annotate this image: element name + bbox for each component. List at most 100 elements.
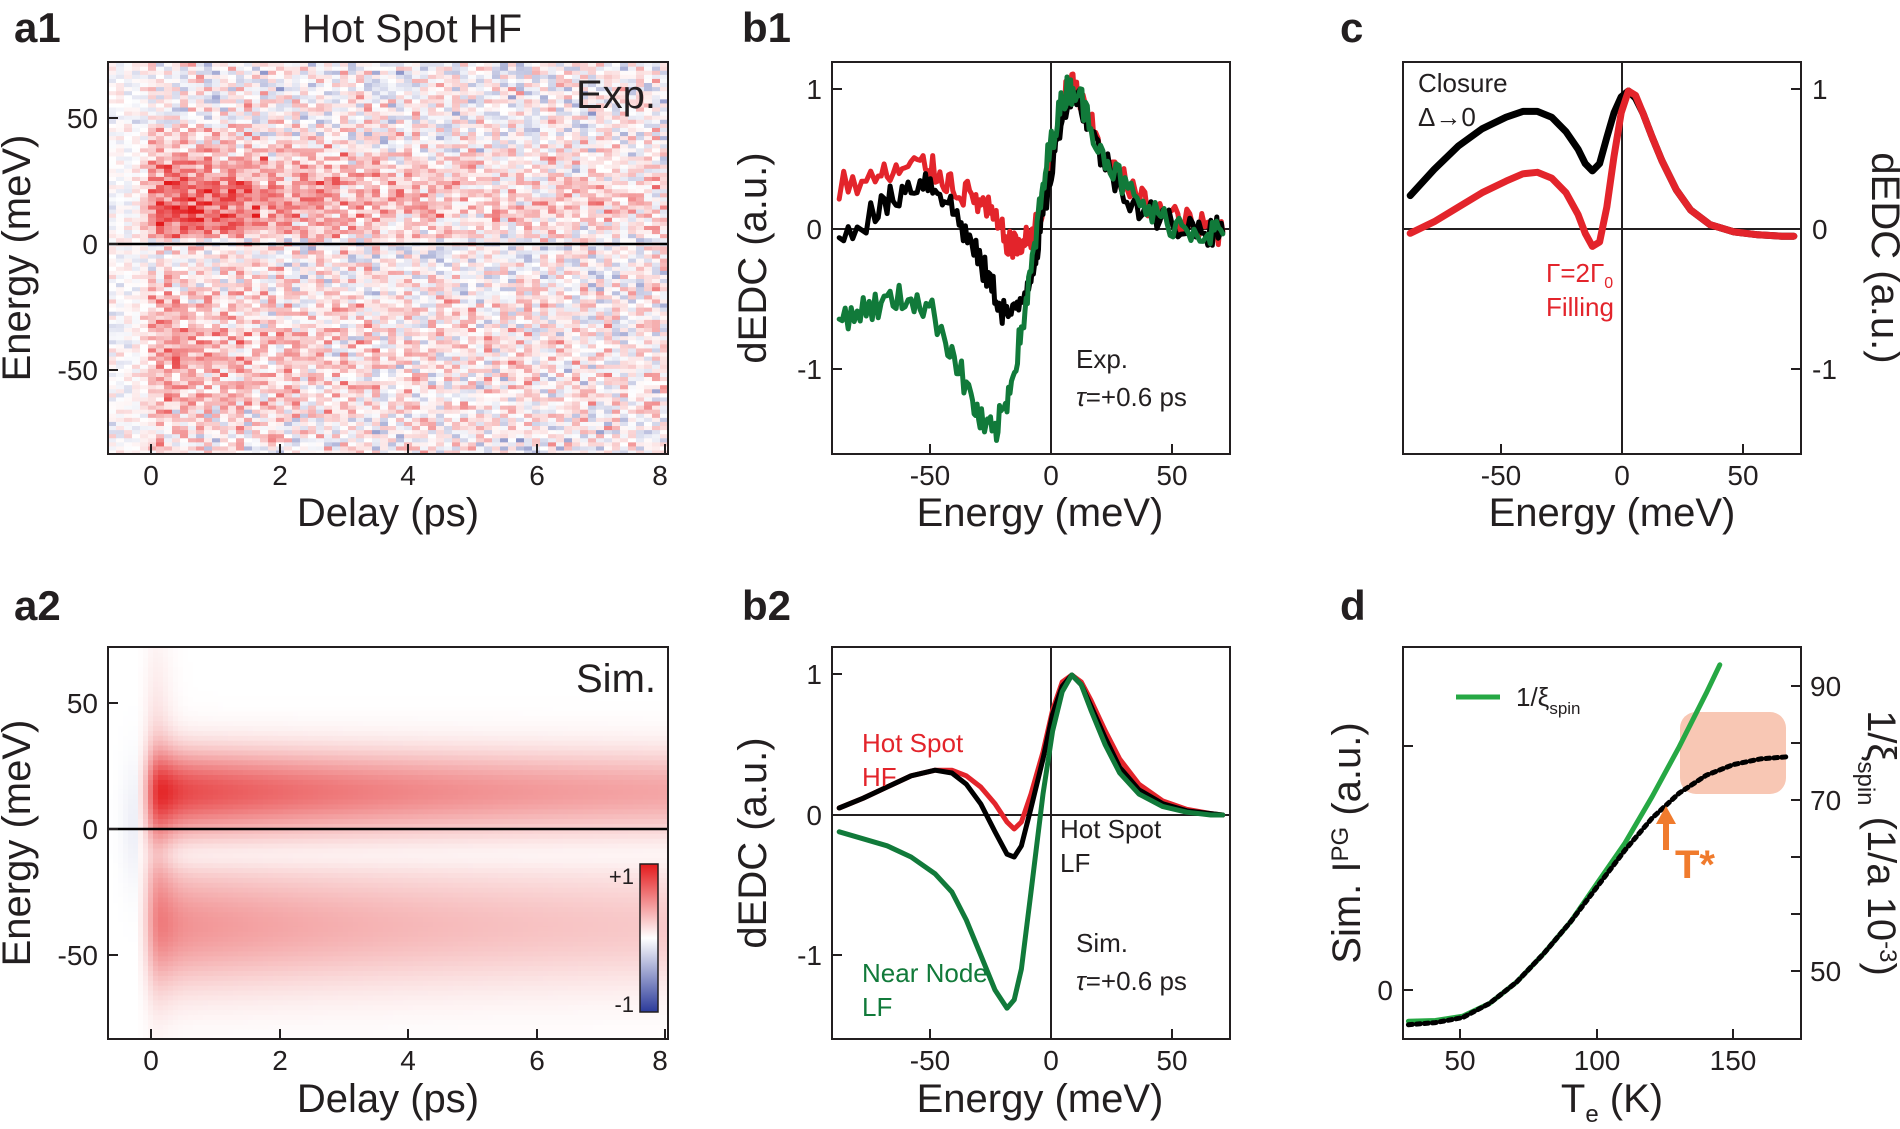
heatmap-cell — [476, 253, 485, 259]
heatmap-cell — [204, 298, 213, 304]
heatmap-cell — [316, 449, 325, 454]
heatmap-cell — [588, 302, 597, 308]
heatmap-cell — [652, 437, 661, 443]
heatmap-cell — [588, 196, 597, 202]
heatmap-cell — [652, 290, 661, 296]
heatmap-cell — [500, 200, 509, 206]
heatmap-cell — [364, 221, 373, 226]
heatmap-cell — [132, 262, 141, 267]
heatmap-cell — [652, 449, 661, 454]
heatmap-cell — [636, 343, 645, 349]
heatmap-cell — [348, 290, 357, 296]
heatmap-cell — [524, 372, 533, 378]
heatmap-cell — [460, 315, 469, 320]
heatmap-cell — [548, 245, 557, 251]
heatmap-cell — [412, 168, 421, 173]
heatmap-cell — [468, 343, 477, 349]
heatmap-cell — [524, 441, 533, 447]
heatmap-cell — [628, 417, 637, 422]
heatmap-cell — [620, 315, 629, 320]
heatmap-cell — [404, 302, 413, 308]
heatmap-cell — [268, 282, 277, 288]
heatmap-cell — [588, 449, 597, 454]
heatmap-cell — [452, 302, 461, 308]
heatmap-cell — [580, 384, 589, 390]
heatmap-cell — [644, 176, 653, 182]
heatmap-cell — [412, 441, 421, 447]
heatmap-cell — [324, 225, 333, 231]
heatmap-cell — [572, 376, 581, 382]
heatmap-cell — [156, 380, 165, 386]
heatmap-cell — [396, 168, 405, 173]
heatmap-cell — [540, 172, 549, 177]
heatmap-cell — [604, 347, 613, 353]
heatmap-cell — [204, 229, 213, 235]
heatmap-cell — [452, 421, 461, 427]
heatmap-cell — [476, 274, 485, 280]
heatmap-cell — [436, 294, 445, 300]
heatmap-cell — [308, 164, 317, 169]
heatmap-cell — [108, 282, 117, 288]
heatmap-cell — [220, 319, 229, 324]
heatmap-cell — [244, 392, 253, 398]
heatmap-cell — [500, 204, 509, 210]
heatmap-cell — [452, 396, 461, 402]
heatmap-cell — [620, 294, 629, 300]
heatmap-cell — [492, 229, 501, 235]
heatmap-cell — [572, 192, 581, 198]
heatmap-cell — [220, 425, 229, 431]
heatmap-cell — [540, 384, 549, 390]
heatmap-cell — [220, 302, 229, 308]
heatmap-cell — [284, 274, 293, 280]
heatmap-cell — [140, 392, 149, 398]
heatmap-cell — [268, 184, 277, 190]
heatmap-cell — [196, 253, 205, 259]
heatmap-cell — [460, 409, 469, 414]
heatmap-cell — [124, 364, 133, 369]
heatmap-cell — [444, 307, 453, 312]
heatmap-cell — [180, 164, 189, 169]
heatmap-cell — [596, 307, 605, 312]
heatmap-cell — [284, 376, 293, 382]
heatmap-cell — [132, 376, 141, 382]
heatmap-cell — [396, 311, 405, 316]
heatmap-cell — [236, 282, 245, 288]
heatmap-cell — [412, 270, 421, 275]
heatmap-cell — [644, 343, 653, 349]
heatmap-cell — [356, 188, 365, 194]
heatmap-cell — [612, 274, 621, 280]
heatmap-cell — [660, 323, 668, 329]
heatmap-cell — [220, 405, 229, 410]
heatmap-cell — [268, 421, 277, 427]
heatmap-cell — [188, 176, 197, 182]
heatmap-cell — [500, 213, 509, 218]
heatmap-cell — [580, 405, 589, 410]
heatmap-cell — [148, 266, 157, 271]
heatmap-cell — [332, 347, 341, 353]
heatmap-cell — [572, 249, 581, 255]
heatmap-cell — [484, 229, 493, 235]
heatmap-cell — [556, 409, 565, 414]
heatmap-cell — [324, 200, 333, 206]
heatmap-cell — [292, 376, 301, 382]
heatmap-cell — [300, 164, 309, 169]
heatmap-cell — [172, 213, 181, 218]
heatmap-cell — [404, 245, 413, 251]
heatmap-cell — [388, 445, 397, 451]
heatmap-cell — [180, 204, 189, 210]
heatmap-cell — [548, 445, 557, 451]
heatmap-cell — [500, 409, 509, 414]
heatmap-cell — [548, 315, 557, 320]
heatmap-cell — [452, 319, 461, 324]
heatmap-cell — [500, 376, 509, 382]
heatmap-cell — [460, 425, 469, 431]
heatmap-cell — [268, 449, 277, 454]
heatmap-cell — [276, 270, 285, 275]
heatmap-cell — [340, 331, 349, 337]
heatmap-cell — [132, 298, 141, 304]
heatmap-cell — [540, 229, 549, 235]
heatmap-cell — [492, 360, 501, 365]
heatmap-cell — [564, 347, 573, 353]
heatmap-cell — [116, 290, 125, 296]
heatmap-cell — [572, 429, 581, 435]
